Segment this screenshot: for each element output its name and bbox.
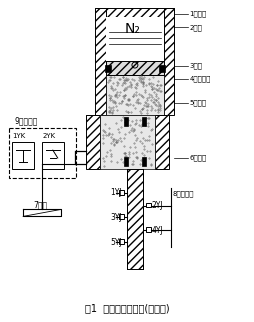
Bar [95,8,106,115]
Bar [119,190,123,194]
Bar [119,214,123,219]
Bar [95,8,174,17]
Bar [105,65,111,72]
Bar [154,115,168,169]
Bar [145,227,150,232]
Bar [9,128,75,178]
Text: 7油路: 7油路 [33,200,47,209]
Bar [119,239,123,244]
Text: 5航空油: 5航空油 [188,99,206,106]
Bar [42,142,64,169]
Bar [158,65,164,72]
Bar [126,169,142,269]
Text: 图1  液压机构原理图(改进前): 图1 液压机构原理图(改进前) [84,303,169,313]
Bar [141,118,145,126]
Text: N₂: N₂ [124,23,140,36]
Bar [100,115,154,169]
Bar [86,115,89,124]
Bar [12,142,34,169]
Text: 3YJ: 3YJ [110,213,122,222]
Text: 3活塞: 3活塞 [188,63,201,69]
Bar [163,8,174,115]
Text: 2YK: 2YK [42,133,55,139]
Text: 4YJ: 4YJ [151,226,163,235]
Bar [145,203,150,207]
Text: 2氮气: 2氮气 [188,24,201,31]
Bar [86,115,100,169]
Text: 1YK: 1YK [12,133,26,139]
Text: 5YJ: 5YJ [110,238,122,247]
Bar [123,157,128,166]
Bar [106,61,163,75]
Bar [162,115,168,124]
Text: 1储压筒: 1储压筒 [188,10,206,17]
Text: 1YJ: 1YJ [110,188,122,197]
Text: 4活塞密封: 4活塞密封 [188,76,210,82]
Bar [106,75,163,115]
Text: 6活塞杆: 6活塞杆 [188,155,206,161]
Text: 8微动开关: 8微动开关 [172,190,193,197]
Text: 2YJ: 2YJ [151,201,163,210]
Bar [123,118,128,126]
Text: 9压力开关: 9压力开关 [14,116,38,125]
Bar [141,157,145,166]
Bar [106,17,163,61]
